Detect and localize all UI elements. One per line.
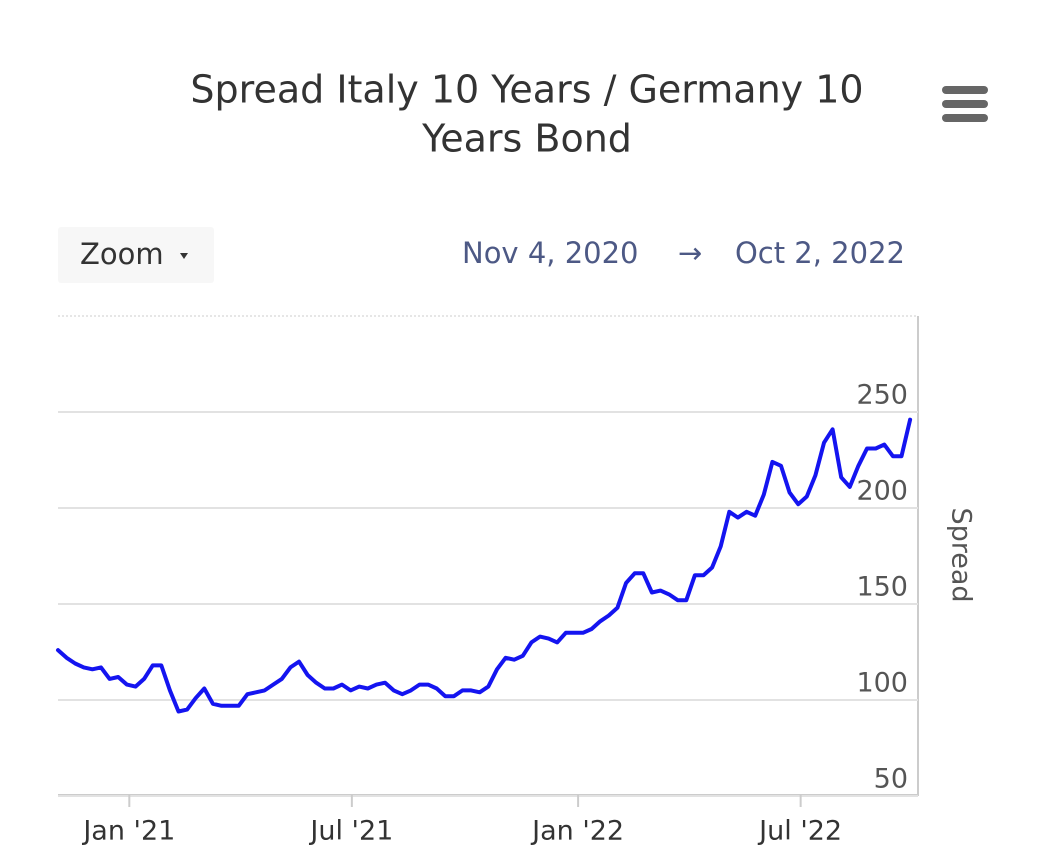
y-axis-title: Spread	[946, 507, 977, 602]
range-to: Oct 2, 2022	[735, 236, 905, 270]
zoom-button[interactable]: Zoom	[58, 227, 214, 283]
zoom-label: Zoom	[80, 237, 164, 271]
range-arrow: →	[678, 236, 702, 270]
chart-title: Years Bond	[421, 117, 632, 161]
chart-title: Spread Italy 10 Years / Germany 10	[190, 68, 863, 112]
x-tick-label: Jan '21	[81, 816, 175, 847]
x-tick-label: Jul '21	[308, 816, 393, 847]
x-tick-label: Jul '22	[757, 816, 842, 847]
y-tick-label: 100	[856, 668, 908, 699]
x-tick-label: Jan '22	[530, 816, 624, 847]
y-tick-label: 200	[856, 476, 908, 507]
y-tick-label: 50	[874, 764, 908, 795]
y-tick-label: 150	[856, 572, 908, 603]
y-tick-label: 250	[856, 380, 908, 411]
range-from: Nov 4, 2020	[462, 236, 639, 270]
data-line	[56, 417, 913, 714]
menu-button[interactable]	[942, 86, 988, 122]
